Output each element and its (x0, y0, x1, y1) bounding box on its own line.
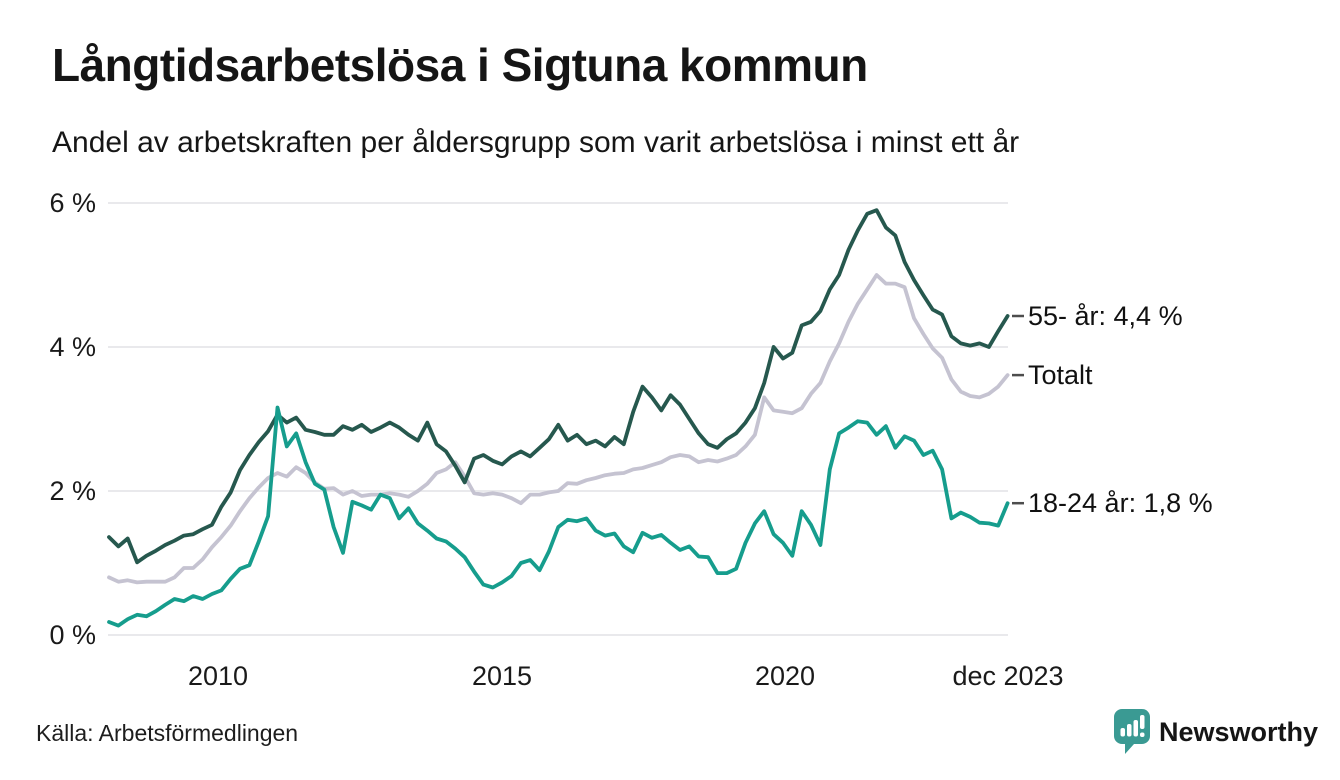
y-tick-4: 4 % (49, 332, 96, 362)
series-line-0 (107, 273, 1010, 585)
series-line-2 (107, 405, 1010, 628)
x-tick-2015: 2015 (471, 661, 533, 691)
brand-name: Newsworthy (1159, 717, 1319, 747)
series-label-2: 18-24 år: 1,8 % (1028, 488, 1213, 519)
series-label-1: 55- år: 4,4 % (1028, 301, 1183, 332)
y-tick-6: 6 % (49, 188, 96, 218)
y-tick-2: 2 % (49, 476, 96, 506)
page-title: Långtidsarbetslösa i Sigtuna kommun (52, 39, 868, 91)
y-tick-0: 0 % (49, 620, 96, 650)
series-line-1 (107, 208, 1010, 565)
x-tick-2010: 2010 (187, 661, 249, 691)
newsworthy-icon (1114, 709, 1150, 754)
x-tick-dec-2023: dec 2023 (952, 661, 1064, 691)
x-tick-2020: 2020 (754, 661, 816, 691)
brand-logo: Newsworthy (1112, 708, 1318, 755)
series-label-0: Totalt (1028, 360, 1093, 391)
source-note: Källa: Arbetsförmedlingen (36, 720, 299, 746)
page-subtitle: Andel av arbetskraften per åldersgrupp s… (52, 126, 1020, 159)
